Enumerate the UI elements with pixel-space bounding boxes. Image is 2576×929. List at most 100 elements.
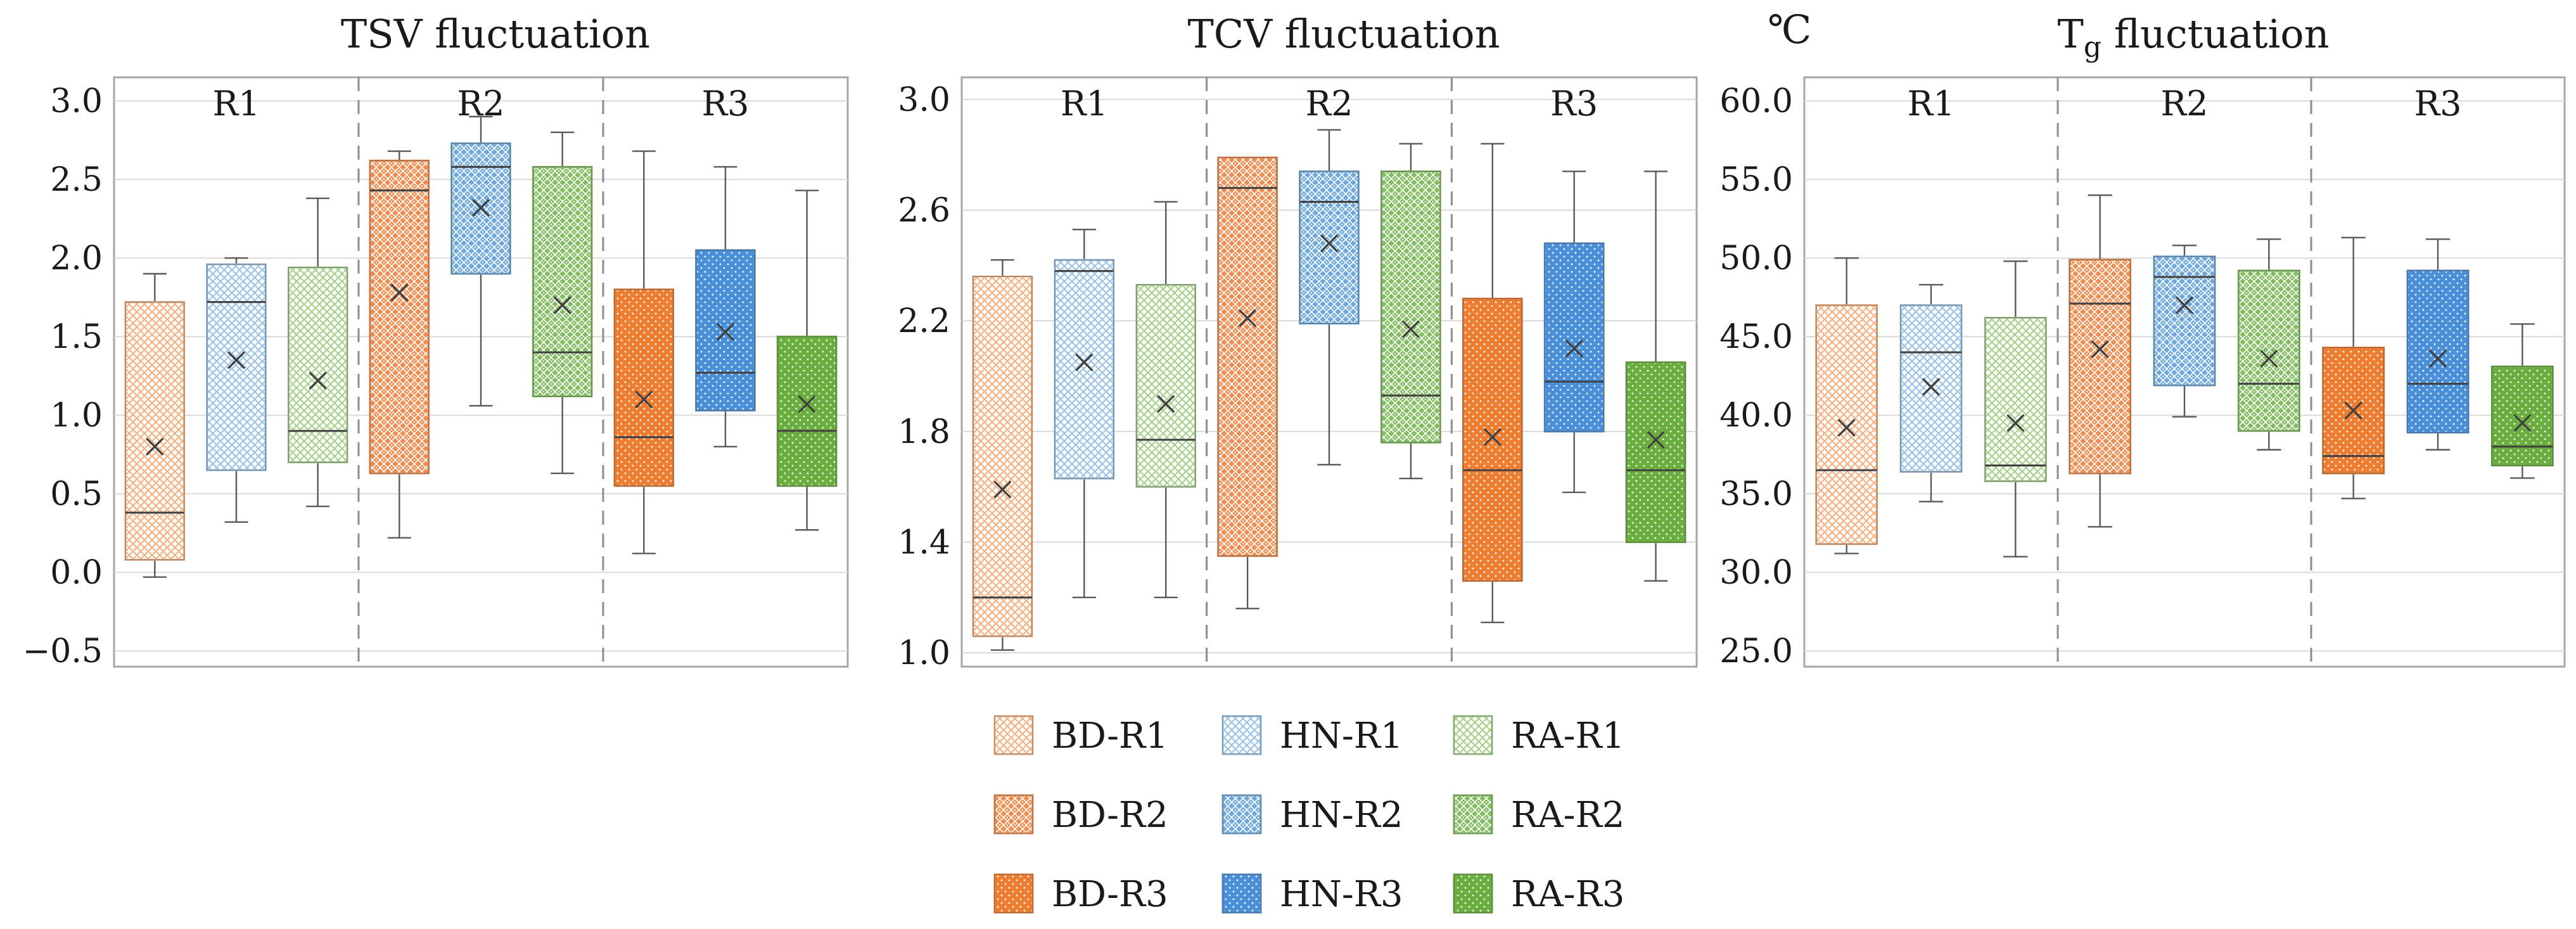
y-tick-label: 1.8: [898, 413, 950, 451]
legend-item-bd-r1: BD-R1: [993, 715, 1168, 757]
legend-item-ra-r3: RA-R3: [1453, 873, 1624, 915]
y-tick-label: 40.0: [1719, 397, 1793, 435]
plot-frame: [1803, 76, 2566, 668]
box-hn-r1: [1054, 228, 1115, 599]
tsv-chart: TSV fluctuation R1 R2 R3 −0.50.00.51.01.52…: [23, 11, 849, 670]
iqr-box: [1899, 304, 1963, 473]
iqr-box: [2069, 259, 2132, 475]
box-bd-r1: [124, 272, 186, 578]
legend-swatch-outline: [1453, 795, 1493, 834]
mean-marker: [146, 437, 164, 456]
y-tick-label: 30.0: [1719, 554, 1793, 592]
mean-marker: [2260, 349, 2278, 368]
legend-label: RA-R3: [1511, 874, 1624, 915]
legend-label: RA-R1: [1511, 715, 1624, 757]
iqr-box: [613, 288, 675, 487]
tg-chart: Tg fluctuation ℃ R1 R2 R3 25.0 30.0 35.0 40.0…: [1719, 6, 2566, 670]
box-bd-r2: [1217, 157, 1278, 610]
box-ra-r3: [2490, 323, 2554, 479]
tg-chart-title: Tg fluctuation: [2057, 11, 2329, 63]
box-bd-r2: [2069, 194, 2132, 528]
box-hn-r3: [1543, 170, 1605, 494]
mean-marker: [227, 351, 246, 369]
y-tick-label: 3.0: [898, 81, 950, 119]
tsv-chart-title: TSV fluctuation: [341, 11, 650, 57]
mean-marker: [2428, 349, 2447, 368]
mean-marker: [1837, 418, 1856, 437]
box-bd-r1: [1815, 257, 1878, 554]
box-hn-r1: [1899, 284, 1963, 503]
region-label: R2: [2160, 84, 2208, 124]
box-ra-r2: [532, 131, 593, 475]
tg-title-rest: fluctuation: [2101, 11, 2330, 57]
y-tick-label: 2.0: [50, 240, 103, 278]
iqr-box: [1299, 170, 1360, 325]
legend-swatch-outline: [994, 795, 1033, 834]
iqr-box-outline: [532, 166, 592, 397]
legend-item-hn-r2: HN-R2: [1221, 794, 1403, 836]
mean-marker: [390, 283, 409, 302]
y-tick-label: −0.5: [23, 632, 103, 670]
legend-item-hn-r1: HN-R1: [1221, 715, 1403, 757]
iqr-box-outline: [206, 264, 267, 471]
legend-swatch: [993, 715, 1034, 755]
tcv-chart: TCV fluctuation R1 R2 R3 1.0 1.4 1.8 2.2 2.6 3.…: [898, 11, 1698, 672]
iqr-box-outline: [2153, 256, 2216, 386]
legend-swatch-outline: [1453, 874, 1493, 913]
legend-swatch: [1221, 794, 1262, 835]
iqr-box: [1543, 242, 1605, 433]
region-label: R3: [1550, 84, 1598, 124]
iqr-box: [695, 249, 756, 412]
box-ra-r2: [1380, 143, 1441, 480]
y-tick-label: 1.0: [898, 634, 950, 672]
legend-swatch: [1221, 873, 1262, 914]
box-ra-r2: [2237, 238, 2300, 451]
legend-swatch-outline: [994, 874, 1033, 913]
y-tick-label: 55.0: [1719, 161, 1793, 199]
mean-marker: [2091, 340, 2109, 359]
iqr-box-outline: [1984, 317, 2047, 482]
legend-swatch-outline: [1222, 874, 1261, 913]
mean-marker: [635, 390, 653, 409]
box-hn-r1: [206, 257, 267, 523]
iqr-box-outline: [614, 289, 674, 487]
y-tick-label: 2.5: [50, 161, 103, 199]
mean-marker: [1157, 395, 1175, 413]
legend-item-bd-r3: BD-R3: [993, 873, 1168, 915]
iqr-box-outline: [972, 276, 1033, 637]
legend-swatch: [1453, 715, 1493, 755]
box-bd-r3: [613, 150, 675, 554]
mean-marker: [471, 198, 490, 217]
box-hn-r3: [695, 166, 756, 447]
mean-marker: [2175, 296, 2194, 314]
iqr-box: [1984, 316, 2047, 482]
y-tick-label: 2.2: [898, 302, 950, 340]
mean-marker: [716, 323, 735, 341]
mean-marker: [2513, 414, 2532, 432]
iqr-box-outline: [2407, 270, 2469, 433]
iqr-box-outline: [695, 250, 756, 411]
iqr-box: [776, 335, 838, 487]
mean-marker: [798, 395, 816, 413]
y-tick-label: 0.5: [50, 475, 103, 513]
box-bd-r2: [369, 150, 430, 539]
iqr-box-outline: [1462, 298, 1522, 582]
y-tick-label: 50.0: [1719, 240, 1793, 278]
region-label: R3: [701, 84, 749, 124]
legend-item-ra-r1: RA-R1: [1453, 715, 1624, 757]
legend-swatch-outline: [1222, 795, 1261, 834]
iqr-box: [1380, 170, 1441, 444]
box-ra-r1: [1135, 201, 1197, 599]
box-hn-r2: [1299, 129, 1360, 466]
iqr-box: [369, 159, 430, 475]
iqr-box: [287, 266, 348, 464]
region-label: R1: [1907, 84, 1954, 124]
legend-item-hn-r3: HN-R3: [1221, 873, 1403, 915]
iqr-box-outline: [1815, 304, 1878, 545]
legend-label: BD-R3: [1052, 874, 1168, 915]
mean-marker: [2344, 401, 2362, 420]
legend-swatch-outline: [1453, 715, 1493, 755]
region-label: R1: [1061, 84, 1108, 124]
iqr-box-outline: [1900, 304, 1962, 473]
